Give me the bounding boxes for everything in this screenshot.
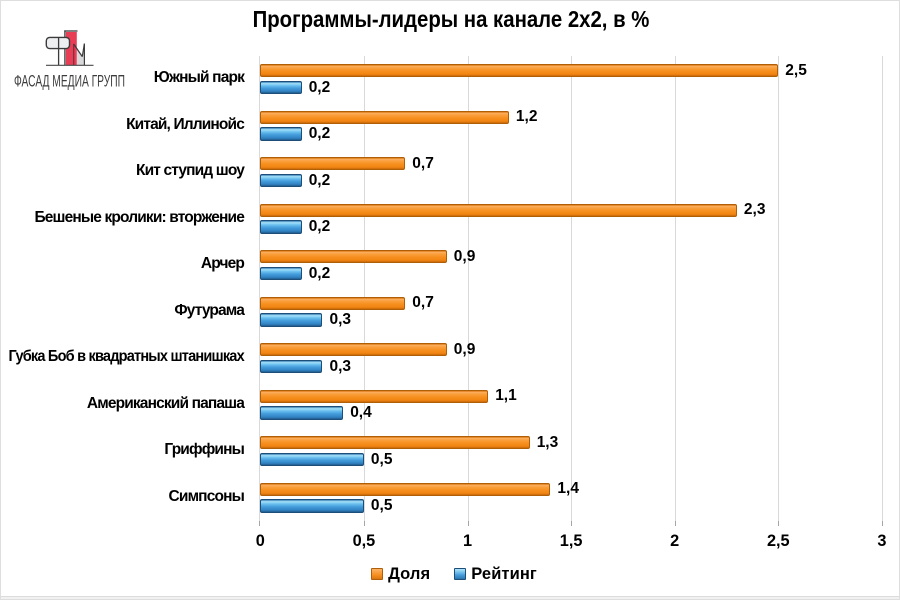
svg-text:ФАСАД МЕДИА ГРУПП: ФАСАД МЕДИА ГРУПП <box>14 72 125 91</box>
